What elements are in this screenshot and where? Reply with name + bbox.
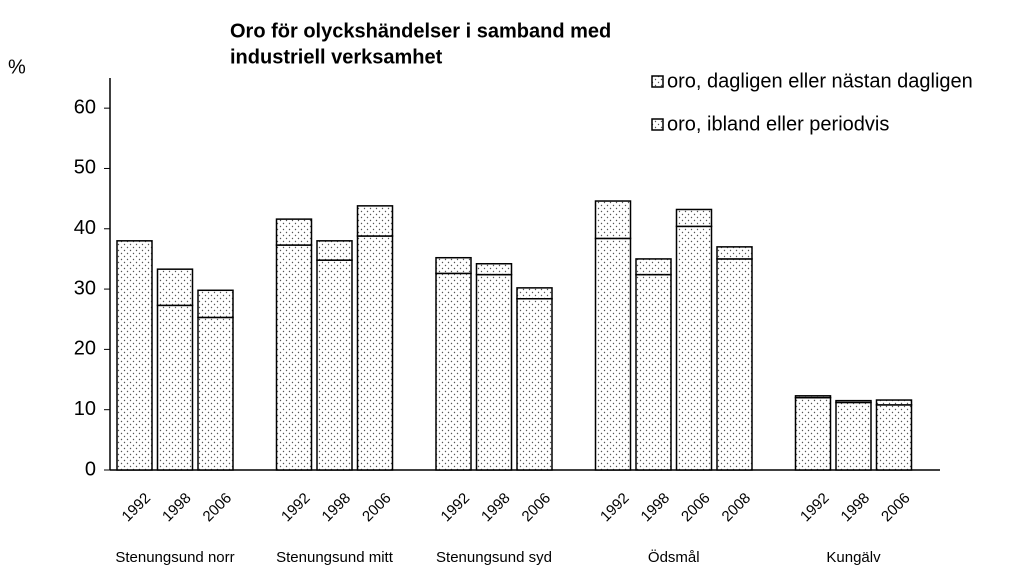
chart-title: industriell verksamhet [230, 46, 443, 68]
y-tick-label: 50 [74, 157, 96, 179]
y-tick-label: 40 [74, 217, 96, 239]
group-label: Stenungsund mitt [276, 549, 394, 566]
bar-segment [275, 244, 313, 471]
bar-segment [794, 395, 832, 399]
bar-segment [197, 289, 234, 319]
bar-segment [516, 287, 553, 300]
bar-segment [316, 259, 353, 471]
bar-segment [835, 401, 872, 471]
bar-segment [156, 268, 194, 307]
x-tick-label: 2006 [200, 490, 236, 526]
x-tick-label: 1998 [638, 490, 674, 526]
bar-segment [197, 316, 234, 471]
bar-segment [116, 240, 153, 471]
x-tick-label: 1998 [838, 490, 874, 526]
y-tick-label: 20 [74, 338, 96, 360]
bar-segment [516, 297, 553, 471]
x-tick-label: 1992 [597, 490, 633, 526]
bar-segment [435, 256, 472, 275]
legend-swatch [651, 118, 664, 131]
bar-segment [794, 396, 832, 471]
group-label: Stenungsund norr [115, 549, 234, 566]
bar-segment [594, 237, 632, 471]
bar-segment [356, 235, 394, 471]
bar-segment [594, 200, 632, 240]
y-tick-label: 30 [74, 277, 96, 299]
x-tick-label: 2006 [678, 490, 714, 526]
x-tick-label: 1992 [438, 490, 474, 526]
y-tick-label: 60 [74, 96, 96, 118]
x-tick-label: 2006 [359, 490, 395, 526]
bar-segment [475, 262, 513, 276]
y-tick-label: 10 [74, 398, 96, 420]
bar-segment [316, 240, 353, 261]
group-label: Ödsmål [648, 548, 700, 566]
bar-segment [716, 246, 753, 260]
x-tick-label: 1998 [159, 490, 195, 526]
bar-segment [716, 258, 753, 471]
bar-segment [635, 258, 672, 276]
legend-label: oro, ibland eller periodvis [667, 113, 889, 135]
y-tick-label: 0 [85, 458, 96, 480]
bar-segment [635, 273, 672, 471]
bar-segment [475, 273, 513, 471]
bar-segment [356, 205, 394, 237]
x-tick-label: 1992 [119, 490, 155, 526]
bar-segment [156, 304, 194, 471]
bar-segment [835, 399, 872, 404]
x-tick-label: 1998 [319, 490, 355, 526]
bar-segment [675, 225, 713, 471]
bar-segment [875, 399, 913, 406]
y-axis-label: % [8, 56, 26, 78]
legend-swatch [651, 75, 664, 88]
bar-segment [435, 272, 472, 471]
chart-title: Oro för olyckshändelser i samband med [230, 20, 611, 42]
bar-segment [875, 404, 913, 471]
bar-segment [675, 208, 713, 228]
x-tick-label: 2006 [878, 490, 914, 526]
x-tick-label: 1992 [797, 490, 833, 526]
x-tick-label: 1998 [478, 490, 514, 526]
x-tick-label: 2006 [519, 490, 555, 526]
group-label: Stenungsund syd [436, 549, 552, 566]
bar-segment [275, 218, 313, 246]
x-tick-label: 1992 [278, 490, 314, 526]
x-tick-label: 2008 [719, 490, 755, 526]
legend-label: oro, dagligen eller nästan dagligen [667, 70, 973, 92]
group-label: Kungälv [826, 549, 881, 566]
